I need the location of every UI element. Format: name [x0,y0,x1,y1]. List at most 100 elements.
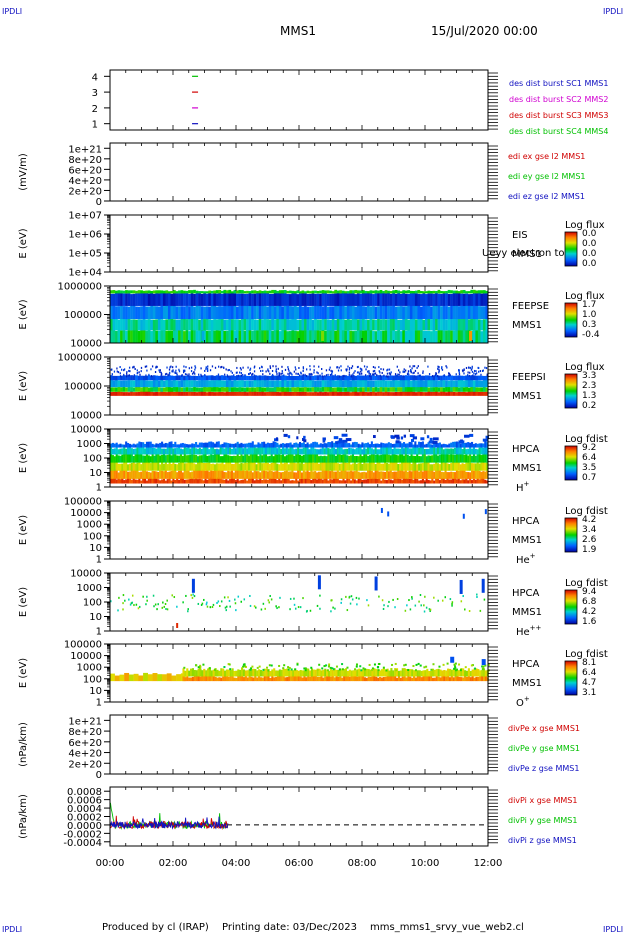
heatmap-cell [382,392,385,396]
heatmap-speckle [338,438,343,442]
heatmap-speckle [264,607,266,610]
heatmap-cell [356,305,360,320]
heatmap-cell [319,375,322,381]
heatmap-cell [145,330,148,343]
heatmap-cell [437,329,441,343]
heatmap-cell [238,289,242,294]
heatmap-cell [372,380,375,388]
heatmap-cell [441,670,444,677]
heatmap-speckle [355,663,358,666]
heatmap-cell [409,305,413,320]
heatmap-cell [144,448,147,455]
heatmap-cell [175,306,179,320]
heatmap-cell [261,375,264,381]
heatmap-cell [198,387,201,392]
heatmap-cell [418,670,421,677]
heatmap-cell [432,387,436,392]
heatmap-speckle [469,433,474,437]
heatmap-cell [382,446,385,455]
heatmap-cell [379,330,383,343]
heatmap-cell [446,463,449,471]
heatmap-speckle [340,369,342,372]
heatmap-cell [142,387,146,392]
heatmap-cell [136,462,139,471]
heatmap-cell [355,448,358,455]
heatmap-cell [343,676,346,682]
heatmap-cell [261,445,264,455]
heatmap-cell [299,670,302,677]
heatmap-cell [374,446,377,455]
heatmap-cell [230,478,234,484]
heatmap-cell [205,670,208,677]
panel-frame [109,786,489,847]
species-label: H+ [516,480,530,494]
heatmap-cell [437,375,441,381]
heatmap-cell [203,380,206,388]
heatmap-cell [476,461,479,471]
heatmap-cell [299,293,302,306]
heatmap-cell [259,462,262,471]
heatmap-speckle [331,373,333,376]
heatmap-cell [258,305,262,320]
heatmap-cell [470,387,474,392]
heatmap-speckle [448,372,450,375]
heatmap-cell [271,318,274,331]
heatmap-cell [393,471,396,479]
heatmap-cell [486,461,489,471]
heatmap-speckle [185,594,187,597]
heatmap-speckle [408,599,410,602]
heatmap-speckle [442,663,445,666]
heatmap-cell [321,447,324,455]
heatmap-cell [422,392,426,396]
heatmap-cell [382,463,385,471]
heatmap-cell [339,290,343,294]
heatmap-cell [241,318,244,331]
heatmap-cell [482,477,485,484]
heatmap-cell [111,448,114,455]
heatmap-speckle [349,602,352,605]
heatmap-cell [369,306,373,320]
heatmap-cell [299,469,302,479]
heatmap-speckle [249,604,252,607]
heatmap-cell [362,391,365,396]
heatmap-cell [238,293,242,306]
heatmap-cell [404,319,408,331]
heatmap-cell [331,387,335,392]
heatmap-cell [420,677,423,682]
heatmap-cell [236,387,239,392]
heatmap-speckle [160,374,162,377]
heatmap-cell [402,318,406,331]
heatmap-cell [293,480,296,484]
heatmap-cell [274,454,277,463]
heatmap-cell [482,461,485,471]
heatmap-speckle [323,664,326,667]
heatmap-cell [316,668,319,677]
heatmap-cell [431,464,434,471]
heatmap-cell [228,380,232,388]
heatmap-cell [283,478,286,484]
heatmap-speckle [414,369,417,372]
heatmap-cell [297,461,300,471]
heatmap-cell [215,454,218,463]
heatmap-speckle [154,603,157,606]
heatmap-speckle [387,511,390,517]
heatmap-cell [447,391,451,396]
heatmap-cell [395,461,398,471]
heatmap-cell [261,455,264,463]
heatmap-cell [137,290,141,294]
heatmap-cell [444,462,447,471]
heatmap-speckle [202,663,205,666]
colorbar-tick-label: 2.3 [582,381,596,391]
panel-frame [109,69,489,131]
heatmap-cell [379,305,383,320]
heatmap-cell [221,479,224,484]
heatmap-speckle [131,594,134,597]
heatmap-cell [221,456,224,463]
heatmap-cell [273,292,277,306]
heatmap-speckle [313,369,315,372]
heatmap-cell [373,675,376,682]
heatmap-cell [442,291,446,294]
heatmap-cell [453,447,457,455]
heatmap-cell [399,441,402,448]
heatmap-cell [404,379,408,388]
